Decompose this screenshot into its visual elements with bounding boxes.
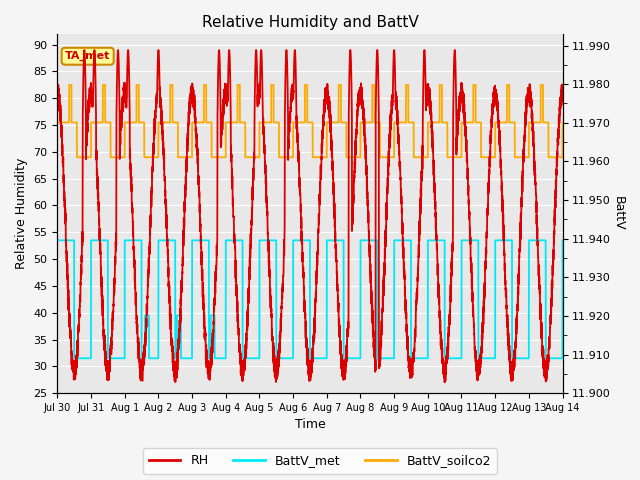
Text: TA_met: TA_met [65,51,110,61]
X-axis label: Time: Time [294,419,325,432]
Legend: RH, BattV_met, BattV_soilco2: RH, BattV_met, BattV_soilco2 [143,448,497,474]
Y-axis label: BattV: BattV [612,196,625,231]
Y-axis label: Relative Humidity: Relative Humidity [15,158,28,269]
Title: Relative Humidity and BattV: Relative Humidity and BattV [202,15,419,30]
